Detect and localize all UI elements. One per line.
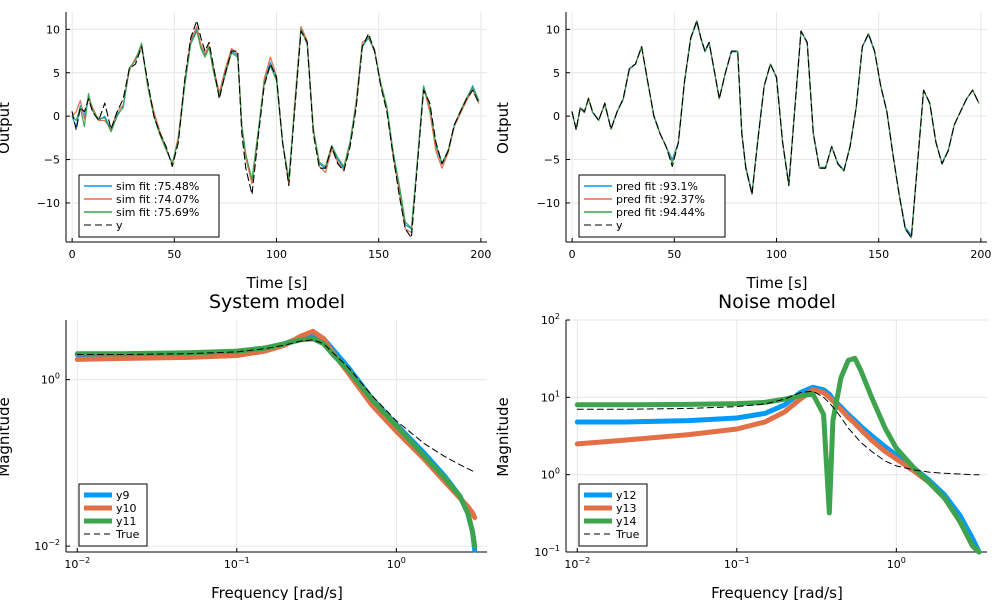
legend-label-pred-0: pred fit :93.1% [616, 180, 698, 193]
y-tick-label-sim-1: −5 [44, 154, 60, 167]
series-line-noisemodel-2 [574, 355, 982, 555]
y-tick-exp-sysmodel-1: 0 [55, 372, 60, 381]
sim-fit-plot: Output Time [s] 0 50 100 150 200 −10 −5 0 5 10 sim… [0, 12, 491, 292]
y-tick-exp-sysmodel-0: −2 [48, 538, 60, 547]
y-tick-label-pred-2: 0 [553, 110, 560, 123]
x-tick-exp-sysmodel-1: −1 [238, 556, 250, 565]
x-tick-label-sim-1: 50 [167, 248, 181, 261]
y-tick-exp-noisemodel-0: −1 [548, 544, 560, 553]
legend-label-noisemodel-2: y14 [616, 515, 637, 528]
xlabel-noise: Frequency [rad/s] [711, 584, 843, 600]
series-group-pred [571, 20, 980, 239]
y-tick-exp-noisemodel-3: 2 [555, 312, 560, 321]
legend-label-pred-3: y [616, 219, 623, 232]
y-tick-label-sim-2: 0 [53, 110, 60, 123]
x-tick-label-sim-4: 200 [470, 248, 491, 261]
legend-label-sysmodel-3: True [115, 528, 140, 541]
x-tick-label-pred-1: 50 [667, 248, 681, 261]
legend-label-sim-3: y [116, 219, 123, 232]
y-tick-label-pred-0: −10 [537, 197, 560, 210]
y-tick-exp-noisemodel-1: 0 [555, 467, 560, 476]
legend-pred: pred fit :93.1%pred fit :92.37%pred fit … [578, 174, 726, 238]
x-tick-exp-sysmodel-0: −2 [78, 556, 90, 565]
xlabel-sys: Frequency [rad/s] [211, 584, 343, 600]
x-tick-exp-noisemodel-0: −2 [578, 556, 590, 565]
series-group-sysmodel [74, 328, 478, 553]
xlabel-sim: Time [s] [246, 274, 308, 292]
legend-label-sysmodel-2: y11 [116, 515, 137, 528]
y-tick-label-sim-4: 10 [46, 23, 60, 36]
ylabel-sys: Magnitude [0, 397, 13, 476]
title-system-model: System model [209, 291, 345, 313]
x-tick-label-sim-3: 150 [368, 248, 389, 261]
y-tick-label-pred-4: 10 [546, 23, 560, 36]
series-group-sim [71, 20, 480, 239]
ylabel-sim: Output [0, 102, 13, 154]
ylabel-pred: Output [494, 102, 512, 154]
x-tick-exp-noisemodel-2: 0 [901, 556, 906, 565]
y-tick-label-pred-1: −5 [544, 154, 560, 167]
series-line-noisemodel-3 [576, 390, 980, 476]
legend-label-pred-1: pred fit :92.37% [616, 193, 705, 206]
x-tick-label-pred-4: 200 [970, 248, 991, 261]
ylabel-noise: Magnitude [494, 397, 512, 476]
x-tick-label-pred-3: 150 [868, 248, 889, 261]
xlabel-pred: Time [s] [746, 274, 808, 292]
series-group-noisemodel [574, 355, 982, 555]
x-tick-exp-noisemodel-1: −1 [738, 556, 750, 565]
legend-label-sim-0: sim fit :75.48% [116, 180, 199, 193]
legend-label-noisemodel-3: True [615, 528, 640, 541]
series-line-sim-2 [71, 28, 480, 229]
series-line-sysmodel-3 [76, 339, 476, 473]
title-noise-model: Noise model [718, 291, 836, 313]
y-tick-label-sim-3: 5 [53, 67, 60, 80]
x-tick-label-sim-0: 0 [69, 248, 76, 261]
x-tick-label-pred-2: 100 [766, 248, 787, 261]
legend-label-sim-2: sim fit :75.69% [116, 206, 199, 219]
legend-label-sysmodel-0: y9 [116, 489, 130, 502]
legend-label-sysmodel-1: y10 [116, 502, 137, 515]
legend-label-noisemodel-1: y13 [616, 502, 637, 515]
x-tick-label-sim-2: 100 [266, 248, 287, 261]
noise-model-plot: Noise model Magnitude Frequency [rad/s] … [494, 291, 987, 600]
y-tick-exp-noisemodel-2: 1 [555, 389, 560, 398]
y-tick-label-sim-0: −10 [37, 197, 60, 210]
series-line-sysmodel-2 [74, 336, 478, 549]
legend-label-pred-2: pred fit :94.44% [616, 206, 705, 219]
series-line-sim-3 [71, 20, 480, 239]
x-tick-exp-sysmodel-2: 0 [401, 556, 406, 565]
series-line-pred-3 [571, 20, 980, 239]
legend-label-noisemodel-0: y12 [616, 489, 637, 502]
x-tick-label-pred-0: 0 [569, 248, 576, 261]
pred-fit-plot: Output Time [s] 0 50 100 150 200 −10 −5 0 5 10 pre… [494, 12, 991, 292]
system-model-plot: System model Magnitude Frequency [rad/s]… [0, 291, 487, 600]
legend-sim: sim fit :75.48%sim fit :74.07%sim fit :7… [78, 174, 220, 238]
y-tick-label-pred-3: 5 [553, 67, 560, 80]
legend-label-sim-1: sim fit :74.07% [116, 193, 199, 206]
